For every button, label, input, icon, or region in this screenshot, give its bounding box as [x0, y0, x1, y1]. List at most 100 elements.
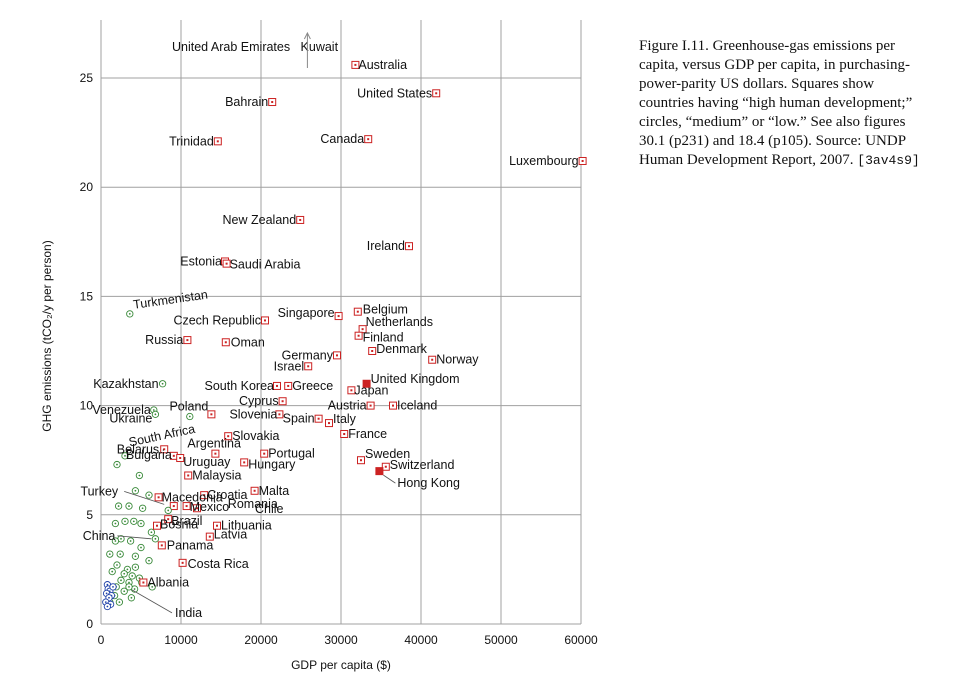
point-label: Ukraine [109, 411, 152, 425]
high-dev-point-dot [371, 350, 374, 352]
offscale-arrowhead [303, 31, 311, 40]
high-dev-point-dot [181, 561, 184, 564]
point-label: Argentina [187, 437, 241, 451]
point-label: Ireland [367, 239, 405, 253]
high-dev-point-dot [435, 92, 438, 95]
low-point-dot [106, 583, 109, 586]
medium-point-dot [126, 568, 129, 571]
high-dev-point-dot [307, 365, 310, 368]
point-label: United States [357, 86, 432, 100]
high-dev-point-dot [216, 524, 218, 527]
point-label: Hungary [248, 457, 296, 471]
point-label: Finland [363, 331, 404, 345]
point-label: Kazakhstan [93, 377, 158, 391]
y-tick-label: 10 [80, 399, 94, 413]
point-label: Netherlands [366, 315, 433, 329]
point-label: Venezuela [92, 403, 150, 417]
high-dev-point-dot [253, 489, 256, 492]
point-label: Italy [333, 412, 357, 426]
x-axis-title: GDP per capita ($) [291, 658, 391, 672]
high-dev-point-dot [361, 328, 364, 331]
high-dev-point-dot [157, 496, 160, 499]
low-point-dot [106, 605, 109, 608]
high-dev-point-dot [357, 334, 360, 337]
point-labels: Australia United States Bahrain Trinidad Can… [80, 58, 578, 620]
high-dev-point-dot [299, 218, 302, 221]
point-label: Croatia [207, 488, 247, 502]
point-label: Slovenia [229, 407, 277, 421]
medium-point-dot [120, 579, 122, 582]
medium-dev-point-dot [154, 413, 157, 416]
x-tick-label: 0 [98, 633, 105, 647]
medium-point-dot [148, 494, 150, 497]
medium-point-dot [141, 507, 144, 510]
high-dev-point-dot [281, 400, 284, 403]
leader-line [383, 474, 396, 484]
high-dev-point-dot [343, 432, 346, 435]
leader-line [131, 589, 173, 614]
point-label: India [175, 606, 202, 620]
point-label: New Zealand [223, 213, 297, 227]
high-dev-point-dot [196, 507, 198, 510]
low-point-dot [104, 601, 107, 604]
high-dev-point-dot [367, 138, 370, 141]
point-label: Canada [320, 132, 364, 146]
point-label: Bosnia [160, 518, 198, 532]
point-label: Russia [145, 333, 183, 347]
high-dev-point-dot [243, 461, 246, 464]
point-label: Spain [283, 412, 315, 426]
high-dev-point-dot [392, 404, 394, 407]
y-tick-label: 15 [80, 289, 94, 303]
medium-point-dot [133, 588, 136, 590]
medium-point-dot [116, 463, 118, 466]
high-dev-point-dot [227, 435, 230, 438]
data-points [102, 60, 587, 611]
point-label: Germany [282, 348, 334, 362]
low-point-dot [112, 585, 114, 588]
medium-point-dot [114, 522, 117, 525]
medium-point-dot [119, 553, 122, 556]
medium-point-dot [138, 474, 141, 477]
medium-point-dot [116, 564, 118, 566]
point-label: Luxembourg [509, 154, 579, 168]
point-label: Oman [231, 335, 265, 349]
point-label: Belgium [363, 303, 408, 317]
point-label: Chile [255, 502, 284, 516]
medium-dev-point-dot [128, 585, 130, 588]
medium-dev-point-dot [128, 312, 131, 315]
point-label: Austria [328, 399, 367, 413]
high-dev-point-dot [369, 404, 372, 407]
point-label: Czech Republic [173, 313, 261, 327]
high-dev-point-dot [186, 339, 189, 342]
point-label: Slovakia [232, 429, 279, 443]
point-label: Malaysia [192, 468, 241, 482]
point-label: Sweden [365, 447, 410, 461]
high-dev-point-dot [203, 494, 206, 497]
point-label: Bulgaria [126, 448, 172, 462]
high-dev-point-dot [276, 384, 278, 387]
point-label: Estonia [180, 254, 222, 268]
offscale-note: United Arab Emirates Kuwait [172, 31, 339, 68]
high-dev-point-dot [356, 310, 359, 313]
point-label: United Kingdom [371, 372, 460, 386]
medium-point-dot [140, 522, 142, 525]
high-dev-point-dot [225, 262, 228, 265]
high-dev-point-dot [216, 140, 219, 143]
medium-point-dot [134, 555, 137, 558]
high-dev-point-dot [263, 452, 266, 455]
point-label: Mexico [190, 500, 230, 514]
y-tick-label: 0 [86, 617, 93, 631]
high-dev-point-dot [210, 413, 213, 416]
point-label: Poland [169, 399, 208, 413]
medium-point-dot [128, 505, 130, 507]
medium-dev-point-dot [161, 382, 164, 385]
offscale-label: United Arab Emirates Kuwait [172, 40, 339, 54]
point-label: Latvia [214, 528, 247, 542]
high-dev-point-dot [208, 535, 211, 538]
point-label: Japan [354, 383, 388, 397]
point-label: Belarus [117, 442, 159, 456]
medium-point-dot [123, 572, 126, 575]
high-dev-point [362, 379, 371, 388]
medium-point-dot [117, 505, 120, 507]
point-label: China [83, 529, 116, 543]
